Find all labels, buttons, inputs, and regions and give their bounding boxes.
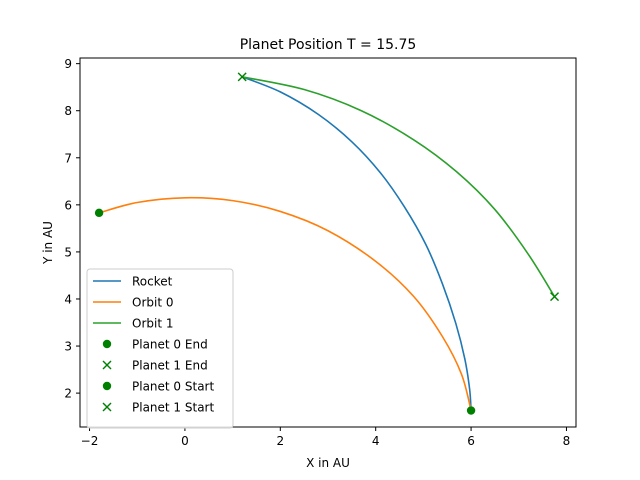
legend: Rocket Orbit 0 Orbit 1 Planet 0 End Planet 1… xyxy=(86,268,234,429)
legend-item-planet-0-end: Planet 0 End xyxy=(102,338,208,352)
legend-item-planet-1-end: Planet 1 End xyxy=(102,359,208,373)
x-tick-label: 6 xyxy=(467,434,475,448)
series-line-rocket xyxy=(241,76,472,411)
y-tick-label: 6 xyxy=(64,198,72,212)
y-tick-label: 4 xyxy=(64,292,72,306)
series-markers-planet-1-end xyxy=(550,292,560,302)
legend-label: Planet 0 Start xyxy=(132,380,214,394)
marker-x xyxy=(550,292,560,302)
marker-x xyxy=(102,360,112,370)
y-axis-ticks: 2 3 4 5 6 7 8 9 xyxy=(64,57,80,401)
x-axis-ticks: −2 0 2 4 6 8 xyxy=(81,427,571,448)
series-markers-planet-0-end xyxy=(466,406,476,415)
marker-point xyxy=(466,406,476,415)
y-tick-label: 9 xyxy=(64,57,72,71)
series-markers-planet-1-start xyxy=(237,72,247,82)
y-axis-label: Y in AU xyxy=(41,221,55,265)
y-tick-label: 5 xyxy=(64,245,72,259)
x-tick-label: −2 xyxy=(81,434,99,448)
series-line-orbit-1 xyxy=(241,76,556,298)
series-markers-planet-0-start xyxy=(94,208,104,218)
marker-x xyxy=(237,72,247,82)
x-tick-label: 4 xyxy=(372,434,380,448)
y-tick-label: 7 xyxy=(64,151,72,165)
legend-label: Planet 1 End xyxy=(132,359,208,373)
legend-item-rocket: Rocket xyxy=(93,275,173,289)
marker-point xyxy=(102,381,112,391)
legend-item-orbit-1: Orbit 1 xyxy=(93,317,173,331)
series-line-orbit-0 xyxy=(98,196,472,411)
legend-label: Planet 0 End xyxy=(132,338,208,352)
marker-point xyxy=(102,339,112,349)
plot-content xyxy=(94,72,560,415)
legend-item-planet-1-start: Planet 1 Start xyxy=(102,401,214,415)
x-axis-label: X in AU xyxy=(306,456,350,470)
legend-label: Planet 1 Start xyxy=(132,401,214,415)
y-tick-label: 3 xyxy=(64,340,72,354)
legend-box xyxy=(86,268,234,429)
legend-item-orbit-0: Orbit 0 xyxy=(93,296,173,310)
y-tick-label: 2 xyxy=(64,387,72,401)
legend-label: Orbit 1 xyxy=(132,317,173,331)
legend-item-planet-0-start: Planet 0 Start xyxy=(102,380,214,394)
plot-frame xyxy=(79,57,577,428)
y-tick-label: 8 xyxy=(64,104,72,118)
x-tick-label: 2 xyxy=(276,434,284,448)
x-tick-label: 8 xyxy=(563,434,571,448)
x-tick-label: 0 xyxy=(181,434,189,448)
marker-point xyxy=(94,208,104,218)
marker-x xyxy=(102,402,112,412)
legend-label: Orbit 0 xyxy=(132,296,173,310)
legend-label: Rocket xyxy=(132,275,173,289)
chart-title: Planet Position T = 15.75 xyxy=(240,37,417,53)
